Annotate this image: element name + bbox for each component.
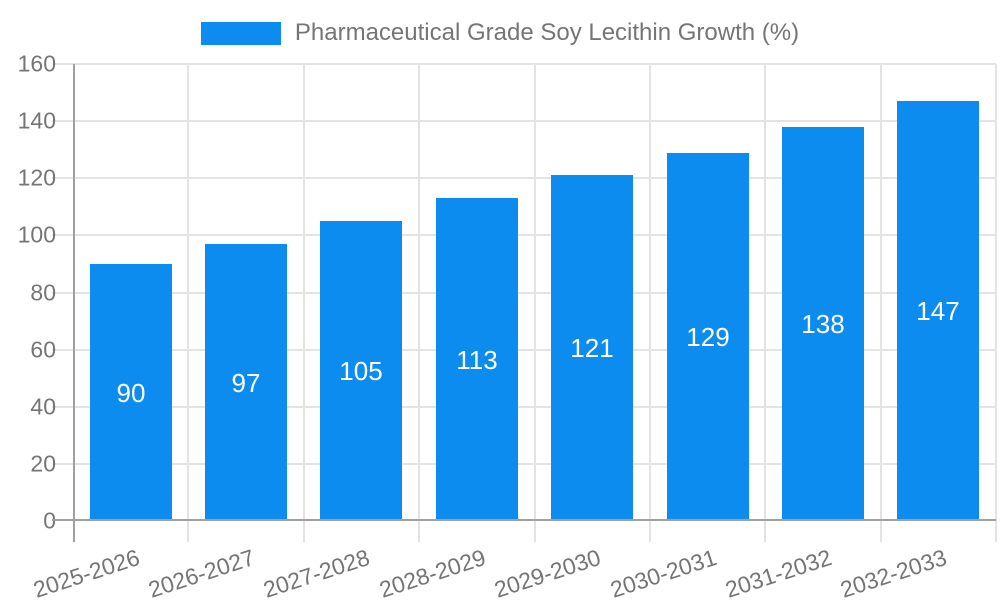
bar-2027-2028[interactable]: 105 xyxy=(320,221,402,521)
y-tick-label: 60 xyxy=(30,336,56,363)
y-gridline xyxy=(52,63,996,65)
x-gridline xyxy=(648,64,651,542)
bar-2029-2030[interactable]: 121 xyxy=(551,175,633,521)
y-tick-label: 0 xyxy=(43,507,56,534)
bar-2032-2033[interactable]: 147 xyxy=(897,101,979,521)
chart-legend-item[interactable]: Pharmaceutical Grade Soy Lecithin Growth… xyxy=(0,18,1000,48)
bar-value-label: 97 xyxy=(231,367,261,398)
x-gridline xyxy=(879,64,882,542)
x-gridline xyxy=(995,64,997,542)
y-gridline xyxy=(52,234,996,237)
bar-value-label: 138 xyxy=(801,309,845,339)
y-tick-label: 40 xyxy=(30,393,56,420)
y-tick-label: 160 xyxy=(17,50,56,77)
x-tick-label: 2031-2032 xyxy=(722,544,835,600)
bar-value-label: 147 xyxy=(916,296,960,326)
bar-value-label: 121 xyxy=(570,333,614,363)
x-tick-label: 2029-2030 xyxy=(491,544,604,600)
y-gridline xyxy=(52,177,996,180)
bar-value-label: 105 xyxy=(339,356,383,386)
y-tick-label: 100 xyxy=(17,221,56,248)
x-gridline xyxy=(764,64,767,542)
bar-value-label: 113 xyxy=(456,344,498,375)
x-gridline xyxy=(533,64,536,542)
x-gridline xyxy=(302,64,305,542)
y-tick-label: 80 xyxy=(30,279,56,305)
y-axis-line xyxy=(73,64,75,542)
plot-area: 0 20 40 60 80 100 120 140 160 90 97 105 113 121 129 138… xyxy=(18,52,997,600)
bar-2031-2032[interactable]: 138 xyxy=(782,127,864,521)
y-tick-label: 120 xyxy=(17,164,56,191)
bar-value-label: 129 xyxy=(686,322,730,352)
legend-label: Pharmaceutical Grade Soy Lecithin Growth… xyxy=(294,19,800,46)
y-gridline xyxy=(52,405,996,408)
y-gridline xyxy=(52,291,996,294)
x-gridline xyxy=(418,64,421,542)
x-tick-label: 2025-2026 xyxy=(29,544,143,600)
y-gridline xyxy=(52,348,996,351)
y-tick-label: 20 xyxy=(30,450,56,477)
y-gridline xyxy=(52,462,996,465)
x-gridline xyxy=(187,64,190,542)
x-tick-label: 2027-2028 xyxy=(260,544,374,600)
legend-swatch xyxy=(200,21,281,45)
x-tick-label: 2030-2031 xyxy=(606,544,720,600)
y-gridline xyxy=(52,120,996,123)
x-axis-line xyxy=(52,519,996,521)
bar-2025-2026[interactable]: 90 xyxy=(90,264,172,521)
x-tick-label: 2026-2027 xyxy=(145,544,258,600)
x-tick-label: 2032-2033 xyxy=(837,544,951,600)
bar-2030-2031[interactable]: 129 xyxy=(667,153,749,521)
y-tick-label: 140 xyxy=(17,107,56,134)
bar-2026-2027[interactable]: 97 xyxy=(205,244,287,521)
bar-2028-2029[interactable]: 113 xyxy=(436,198,518,521)
x-tick-label: 2028-2029 xyxy=(375,544,489,600)
bar-value-label: 90 xyxy=(116,377,146,408)
